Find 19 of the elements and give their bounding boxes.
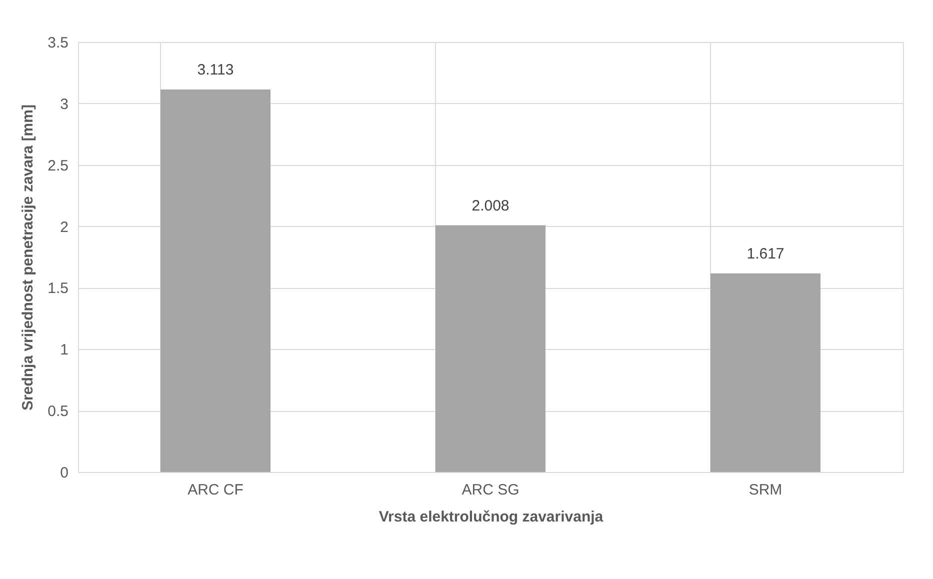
y-tick-label: 0 — [60, 464, 68, 482]
y-tick-label: 3.5 — [48, 34, 68, 52]
x-tick-label: SRM — [748, 482, 782, 498]
y-tick-label: 3 — [60, 96, 68, 113]
x-tick-label: ARC SG — [462, 482, 520, 498]
data-label: 3.113 — [197, 62, 234, 79]
y-tick-label: 2 — [60, 218, 68, 236]
data-label: 1.617 — [746, 245, 784, 262]
y-tick-label: 0.5 — [48, 403, 68, 420]
y-tick-label: 2.5 — [48, 157, 68, 174]
bar — [436, 225, 546, 472]
x-axis-title: Vrsta elektrolučnog zavarivanja — [378, 508, 604, 526]
y-axis-title: Srednja vrijednost penetracije zavara [mm] — [20, 104, 37, 410]
x-tick-label: ARC CF — [188, 482, 244, 498]
y-tick-label: 1.5 — [48, 280, 68, 298]
y-tick-label: 1 — [60, 342, 68, 359]
bar — [160, 90, 270, 472]
bar — [710, 273, 820, 472]
data-label: 2.008 — [472, 197, 510, 214]
